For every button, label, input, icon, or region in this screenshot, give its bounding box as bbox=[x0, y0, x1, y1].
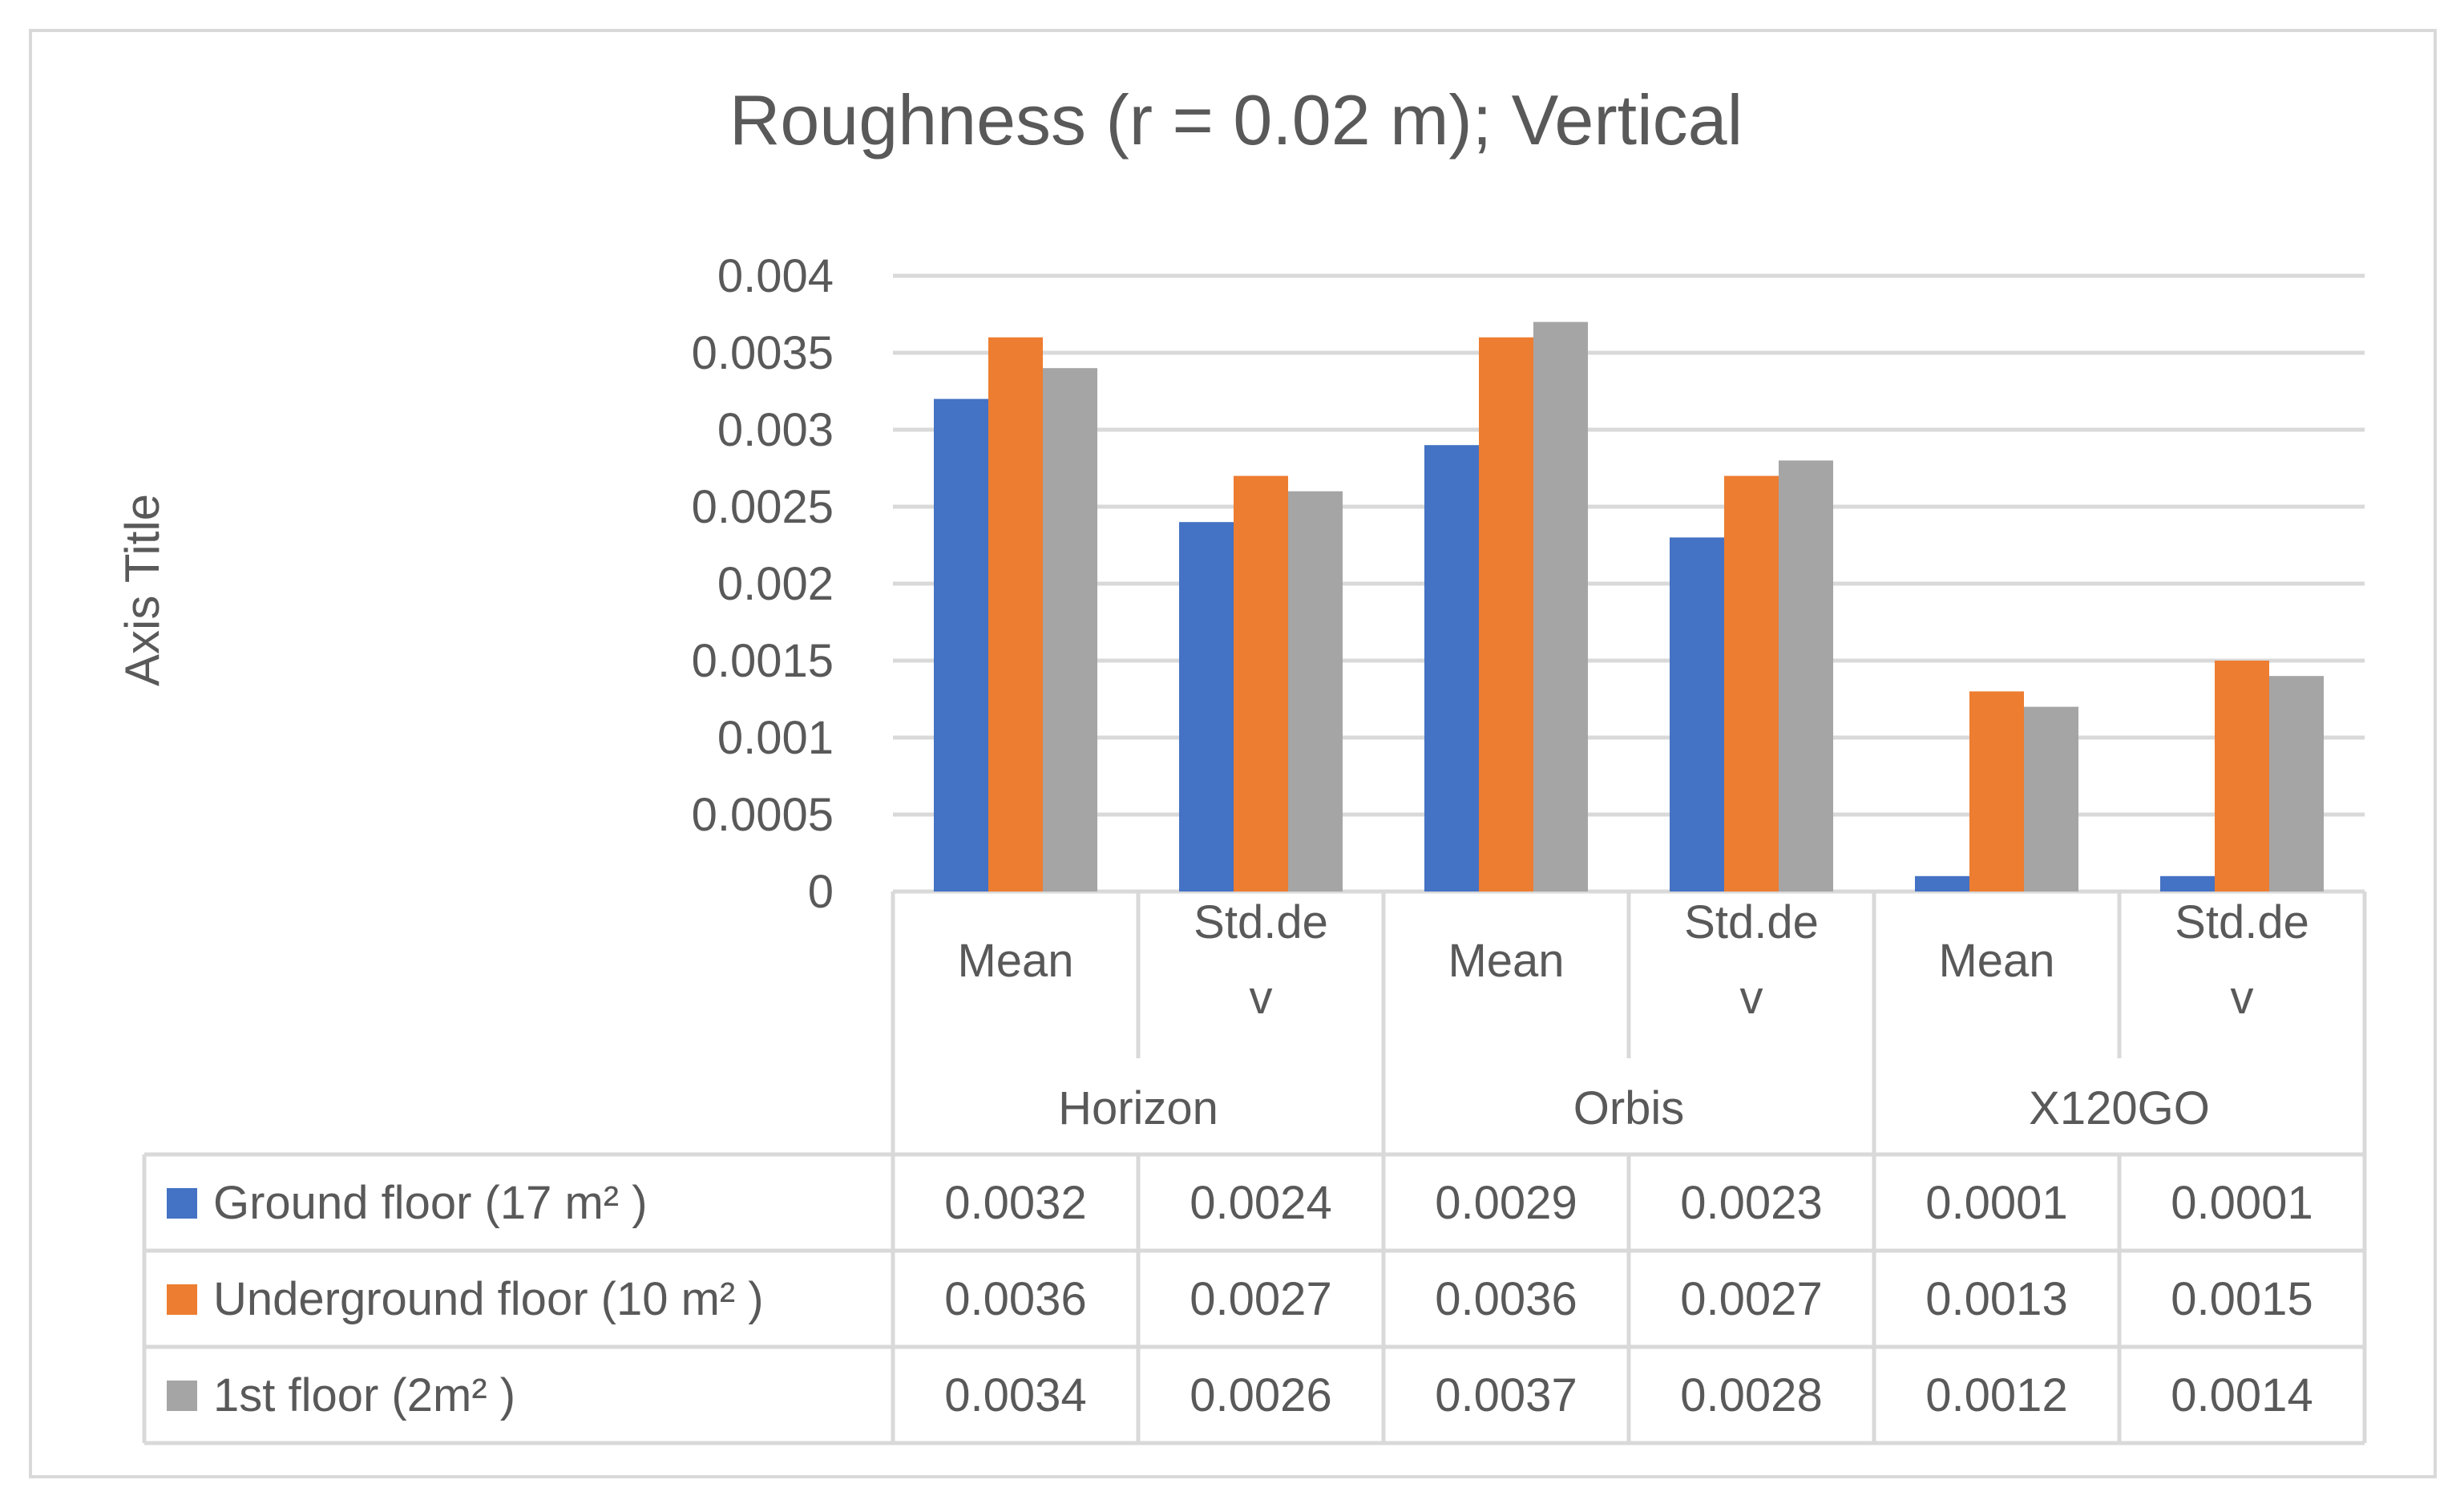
category-label: v bbox=[1740, 972, 1763, 1024]
chart-title: Roughness (r = 0.02 m); Vertical bbox=[729, 80, 1743, 160]
data-table: Ground floor (17 m² ) 0.0032 0.0024 0.0029 0… bbox=[167, 1177, 2313, 1421]
data-table-lines bbox=[142, 891, 2367, 1445]
y-tick-label: 0.002 bbox=[717, 558, 834, 610]
y-tick-label: 0.0005 bbox=[692, 789, 834, 841]
y-tick-label: 0.003 bbox=[717, 404, 834, 456]
data-label: 0.0023 bbox=[1680, 1177, 1822, 1229]
data-label: 0.0036 bbox=[944, 1273, 1086, 1325]
category-label: Mean bbox=[1448, 935, 1564, 987]
legend-key bbox=[167, 1284, 197, 1315]
data-label: 0.0013 bbox=[1925, 1273, 2067, 1325]
bar bbox=[934, 398, 988, 892]
bar bbox=[2160, 875, 2215, 891]
gridlines bbox=[893, 273, 2365, 894]
bar bbox=[1533, 321, 1588, 892]
bar bbox=[1724, 475, 1779, 891]
y-tick-label: 0.0035 bbox=[692, 327, 834, 379]
data-label: 0.0034 bbox=[944, 1369, 1086, 1421]
legend-label: Ground floor (17 m² ) bbox=[213, 1177, 648, 1229]
y-tick-label: 0.0025 bbox=[692, 481, 834, 533]
bar bbox=[2024, 706, 2078, 891]
data-label: 0.0036 bbox=[1435, 1273, 1577, 1325]
legend-label: 1st floor (2m² ) bbox=[213, 1369, 515, 1421]
y-tick-label: 0 bbox=[808, 866, 834, 918]
category-label: Std.de bbox=[1684, 896, 1819, 948]
y-axis-ticks: 0 0.0005 0.001 0.0015 0.002 0.0025 0.003 0.0035… bbox=[692, 250, 834, 918]
data-label: 0.0027 bbox=[1190, 1273, 1331, 1325]
category-label: v bbox=[2231, 972, 2254, 1024]
bars bbox=[934, 321, 2324, 892]
legend-key bbox=[167, 1381, 197, 1411]
y-tick-label: 0.0015 bbox=[692, 635, 834, 687]
group-label: X120GO bbox=[2029, 1082, 2210, 1134]
bar bbox=[1043, 368, 1097, 891]
category-label: Mean bbox=[957, 935, 1073, 987]
data-label: 0.0037 bbox=[1435, 1369, 1577, 1421]
bar bbox=[1234, 475, 1288, 891]
bar bbox=[1479, 337, 1533, 891]
group-label: Orbis bbox=[1573, 1082, 1685, 1134]
data-label: 0.0028 bbox=[1680, 1369, 1822, 1421]
bar bbox=[1779, 460, 1833, 891]
data-label: 0.0029 bbox=[1435, 1177, 1577, 1229]
data-label: 0.0012 bbox=[1925, 1369, 2067, 1421]
data-label: 0.0026 bbox=[1190, 1369, 1331, 1421]
bar bbox=[1179, 522, 1234, 891]
data-label: 0.0001 bbox=[1925, 1177, 2067, 1229]
bar bbox=[1424, 445, 1479, 891]
bar bbox=[1288, 491, 1343, 891]
bar bbox=[1670, 537, 1724, 891]
category-label: Std.de bbox=[2175, 896, 2309, 948]
x-axis-labels: Mean Std.de v Mean Std.de v Mean Std.de v Horizon… bbox=[957, 896, 2308, 1134]
data-label: 0.0015 bbox=[2171, 1273, 2313, 1325]
y-tick-label: 0.001 bbox=[717, 712, 834, 764]
data-label: 0.0024 bbox=[1190, 1177, 1331, 1229]
data-label: 0.0027 bbox=[1680, 1273, 1822, 1325]
bar-chart: Roughness (r = 0.02 m); Vertical Axis Ti… bbox=[115, 80, 2367, 1445]
category-label: v bbox=[1250, 972, 1273, 1024]
y-axis-title: Axis Title bbox=[115, 494, 169, 686]
data-label: 0.0032 bbox=[944, 1177, 1086, 1229]
bar bbox=[2269, 676, 2324, 891]
legend-key bbox=[167, 1188, 197, 1219]
data-label: 0.0014 bbox=[2171, 1369, 2313, 1421]
chart-frame: Roughness (r = 0.02 m); Vertical Axis Ti… bbox=[29, 29, 2437, 1478]
group-label: Horizon bbox=[1058, 1082, 1218, 1134]
bar bbox=[1969, 691, 2024, 891]
category-label: Std.de bbox=[1194, 896, 1328, 948]
y-tick-label: 0.004 bbox=[717, 250, 834, 302]
legend-label: Underground floor (10 m² ) bbox=[213, 1273, 764, 1325]
bar bbox=[2215, 661, 2269, 891]
category-label: Mean bbox=[1938, 935, 2054, 987]
data-label: 0.0001 bbox=[2171, 1177, 2313, 1229]
bar bbox=[1915, 875, 1969, 891]
bar bbox=[988, 337, 1043, 891]
